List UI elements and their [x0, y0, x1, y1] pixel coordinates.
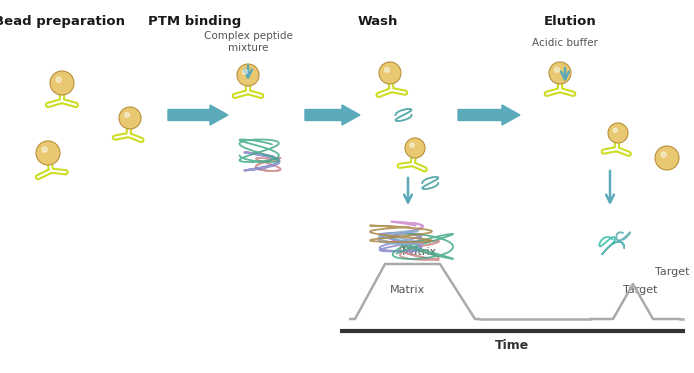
FancyArrow shape: [458, 105, 520, 125]
Circle shape: [237, 64, 259, 86]
Circle shape: [36, 141, 60, 165]
Text: PTM binding: PTM binding: [149, 15, 242, 28]
Circle shape: [608, 123, 628, 143]
Text: Complex peptide
mixture: Complex peptide mixture: [203, 31, 292, 53]
Circle shape: [50, 71, 74, 95]
Circle shape: [555, 68, 559, 72]
Text: Matrix: Matrix: [403, 247, 438, 257]
Circle shape: [410, 143, 414, 147]
Circle shape: [613, 128, 618, 132]
Circle shape: [42, 147, 47, 152]
Text: Target: Target: [623, 285, 657, 295]
Circle shape: [124, 113, 129, 117]
Circle shape: [384, 68, 389, 72]
Text: Target: Target: [655, 267, 690, 277]
Text: Wash: Wash: [358, 15, 398, 28]
Circle shape: [661, 152, 666, 157]
Text: Acidic buffer: Acidic buffer: [532, 38, 598, 48]
Circle shape: [549, 62, 571, 84]
Circle shape: [655, 146, 679, 170]
Text: Matrix: Matrix: [390, 285, 425, 295]
FancyArrow shape: [305, 105, 360, 125]
Text: Bead preparation: Bead preparation: [0, 15, 126, 28]
Circle shape: [119, 107, 141, 129]
Circle shape: [242, 69, 247, 74]
FancyArrow shape: [168, 105, 228, 125]
Circle shape: [405, 138, 425, 158]
Circle shape: [379, 62, 401, 84]
Text: Time: Time: [496, 339, 530, 352]
Circle shape: [56, 77, 61, 82]
Text: Elution: Elution: [543, 15, 596, 28]
